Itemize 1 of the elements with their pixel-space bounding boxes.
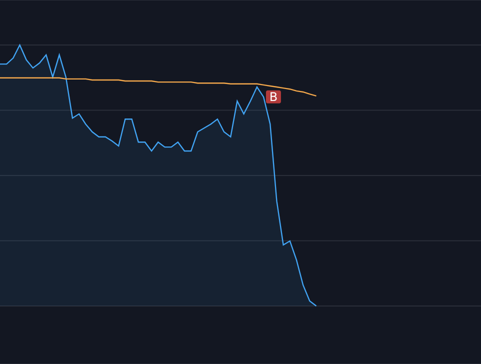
annotation: B bbox=[269, 90, 278, 104]
